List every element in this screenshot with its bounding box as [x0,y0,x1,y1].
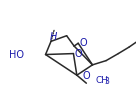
Text: H: H [49,32,57,42]
Text: O: O [75,49,82,59]
Text: 3: 3 [105,77,110,86]
Text: O: O [83,71,90,81]
Text: CH: CH [96,76,109,85]
Text: O: O [80,38,87,48]
Text: HO: HO [9,50,24,60]
